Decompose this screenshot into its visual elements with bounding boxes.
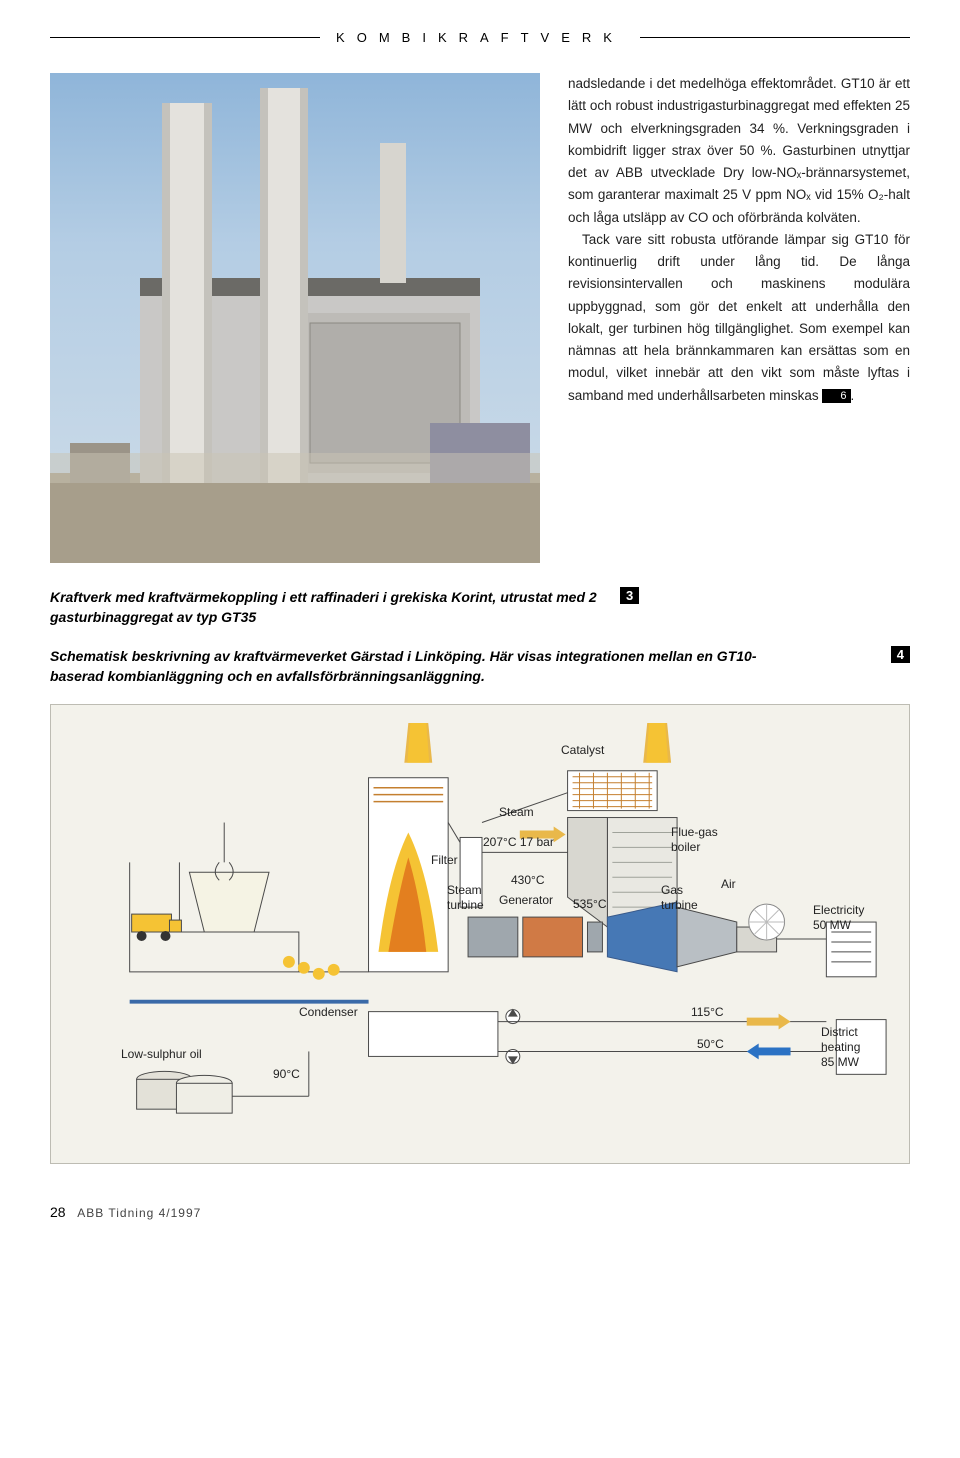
label-steam: Steam — [499, 805, 534, 820]
rule-right — [640, 37, 910, 38]
label-district: District heating 85 MW — [821, 1025, 860, 1070]
caption-3-num: 3 — [620, 587, 639, 604]
section-title: KOMBIKRAFTVERK — [320, 30, 640, 45]
label-generator: Generator — [499, 893, 553, 908]
paragraph-2: Tack vare sitt robusta utförande lämpar … — [568, 229, 910, 407]
label-gas-turbine: Gas turbine — [661, 883, 698, 913]
label-low-sulphur: Low-sulphur oil — [121, 1047, 202, 1062]
label-steam-val: 207°C 17 bar — [483, 835, 554, 850]
caption-4-num: 4 — [891, 646, 910, 663]
caption-4-text: Schematisk beskrivning av kraftvärmeverk… — [50, 646, 810, 687]
label-flue-boiler: Flue-gas boiler — [671, 825, 718, 855]
label-115c: 115°C — [691, 1005, 724, 1020]
label-electricity: Electricity 50 MW — [813, 903, 864, 933]
label-filter: Filter — [431, 853, 458, 868]
label-430c: 430°C — [511, 873, 545, 888]
page-number: 28 — [50, 1204, 66, 1220]
paragraph-1: nadsledande i det medelhöga effektområde… — [568, 73, 910, 229]
label-condenser: Condenser — [299, 1005, 358, 1020]
caption-3: Kraftverk med kraftvärmekoppling i ett r… — [50, 587, 910, 628]
section-header: KOMBIKRAFTVERK — [50, 30, 910, 45]
figure-photo — [50, 73, 540, 563]
page-footer: 28 ABB Tidning 4/1997 — [50, 1204, 910, 1220]
ref-badge-6: 6 — [822, 389, 850, 403]
journal-ref: ABB Tidning 4/1997 — [77, 1206, 201, 1220]
schematic-diagram: Catalyst Filter Steam 207°C 17 bar 430°C… — [50, 704, 910, 1164]
caption-4: Schematisk beskrivning av kraftvärmeverk… — [50, 646, 910, 687]
body-text: nadsledande i det medelhöga effektområde… — [568, 73, 910, 563]
label-steam-turbine: Steam turbine — [447, 883, 484, 913]
rule-left — [50, 37, 320, 38]
caption-3-text: Kraftverk med kraftvärmekoppling i ett r… — [50, 587, 600, 628]
label-90c: 90°C — [273, 1067, 300, 1082]
label-50c: 50°C — [697, 1037, 724, 1052]
label-air: Air — [721, 877, 736, 892]
label-535c: 535°C — [573, 897, 607, 912]
label-catalyst: Catalyst — [561, 743, 604, 758]
